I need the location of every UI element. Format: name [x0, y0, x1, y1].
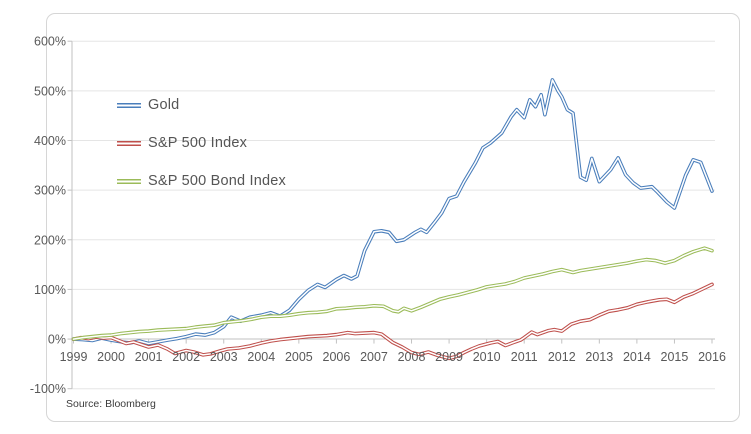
x-axis-label: 2014 — [623, 350, 651, 364]
x-axis-label: 2016 — [698, 350, 726, 364]
chart-frame: 600% 500% 400% 300% 200% 100% 0% -100% 1999 2000 2… — [30, 13, 740, 422]
x-axis-label: 2007 — [360, 350, 388, 364]
y-axis-label: 100% — [34, 283, 66, 297]
chart-legend: Gold S&P 500 Index S&P 500 Bond Index — [117, 86, 286, 200]
x-axis-label: 2010 — [473, 350, 501, 364]
legend-label-bond: S&P 500 Bond Index — [148, 173, 286, 189]
x-axis-label: 2009 — [435, 350, 463, 364]
y-axis-label: 400% — [34, 134, 66, 148]
y-axis-label: 0% — [48, 333, 66, 347]
legend-item-gold: Gold — [117, 86, 286, 124]
legend-label-gold: Gold — [148, 97, 180, 113]
x-axis-label: 2004 — [247, 350, 275, 364]
y-axis-label: 600% — [34, 35, 66, 49]
sp500-line-swatch-icon — [117, 140, 141, 146]
series-line-1 — [71, 282, 714, 361]
x-axis-label: 2013 — [585, 350, 613, 364]
x-axis-label: 2001 — [135, 350, 163, 364]
x-axis-label: 2005 — [285, 350, 313, 364]
series-line-2 — [71, 246, 714, 341]
x-axis-label: 2003 — [210, 350, 238, 364]
source-note: Source: Bloomberg — [66, 398, 156, 410]
y-axis-label: 200% — [34, 233, 66, 247]
legend-label-sp500: S&P 500 Index — [148, 135, 248, 151]
y-axis-label: 500% — [34, 84, 66, 98]
x-axis-label: 2002 — [172, 350, 200, 364]
series-line-core-0 — [72, 79, 713, 345]
bond-line-swatch-icon — [117, 178, 141, 184]
x-axis-label: 1999 — [60, 350, 88, 364]
x-axis-label: 2000 — [97, 350, 125, 364]
series-line-core-2 — [72, 247, 713, 340]
y-axis-label: -100% — [30, 382, 66, 396]
x-axis-label: 2015 — [661, 350, 689, 364]
legend-item-sp500: S&P 500 Index — [117, 124, 286, 162]
x-axis-label: 2006 — [323, 350, 351, 364]
series-line-core-1 — [72, 283, 713, 360]
legend-item-bond: S&P 500 Bond Index — [117, 162, 286, 200]
y-axis-label: 300% — [34, 184, 66, 198]
x-axis-label: 2011 — [511, 350, 538, 364]
x-axis-label: 2012 — [548, 350, 576, 364]
x-axis-label: 2008 — [398, 350, 426, 364]
gold-line-swatch-icon — [117, 102, 141, 108]
